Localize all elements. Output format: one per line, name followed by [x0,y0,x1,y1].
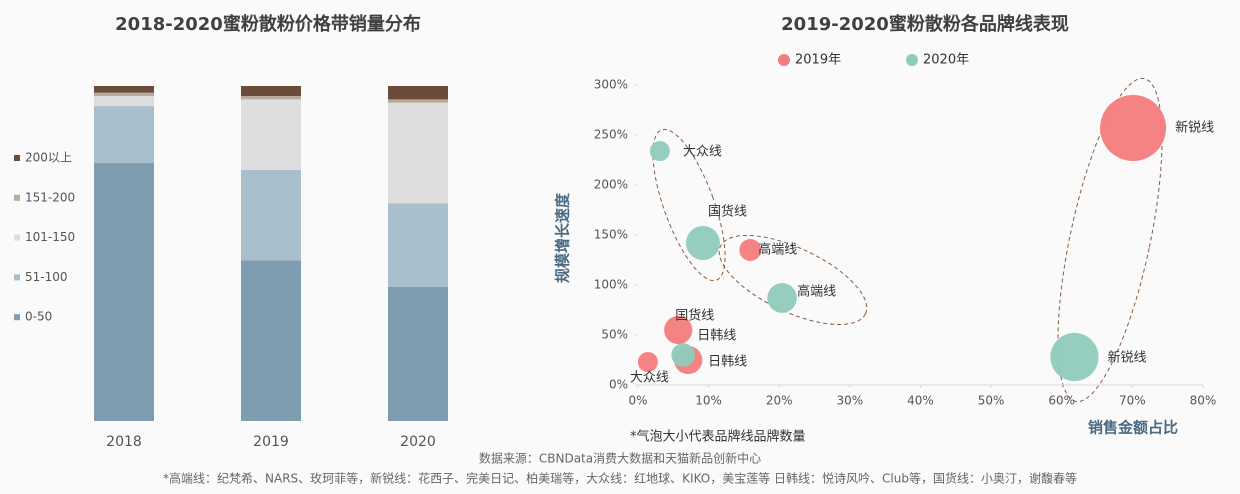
bar-segment [388,287,448,421]
outline [652,128,726,282]
bubble [685,225,720,261]
legend-swatch [14,155,20,161]
bar-segment [94,96,154,107]
bubble [739,239,762,261]
x-tick-label: 2019 [253,434,289,450]
chart-title: 2019-2020蜜粉散粉各品牌线表现 [781,13,1069,35]
point-label: 高端线 [758,242,797,258]
bar-segment [241,260,301,421]
chart-title: 2018-2020蜜粉散粉价格带销量分布 [115,13,421,35]
bar-segment [241,96,301,100]
note: *气泡大小代表品牌线品牌数量 [630,429,806,445]
x-tick-label: 10% [695,394,722,408]
legend-label: 2020年 [923,53,969,68]
x-tick-label: 40% [907,394,934,408]
point-label: 国货线 [708,204,747,220]
bar-segment [241,169,301,261]
bar-segment [241,86,301,97]
bar-segment [388,86,448,100]
outline [1057,77,1163,403]
point-label: 高端线 [797,284,836,300]
footnote: *高端线：纪梵希、NARS、玫珂菲等，新锐线：花西子、完美日记、柏美瑞等，大众线… [163,471,1077,486]
y-tick-label: 250% [594,128,628,142]
bar-segment [388,99,448,103]
y-tick-label: 0% [609,378,628,392]
x-tick-label: 20% [766,394,793,408]
x-tick-label: 80% [1190,394,1217,408]
y-tick-label: 150% [594,228,628,242]
y-axis-label: 规模增长速度 [554,192,572,283]
x-tick-label: 30% [837,394,864,408]
legend-swatch [14,274,20,281]
legend-swatch [14,194,20,201]
point-label: 国货线 [675,308,714,324]
x-axis-label: 销售金额占比 [1088,419,1178,437]
legend-label: 2019年 [795,53,841,68]
legend-swatch [14,314,20,321]
bar-segment [388,203,448,287]
bubble [1100,95,1167,161]
bubble [767,283,797,313]
point-label: 新锐线 [1107,350,1146,366]
bubble [671,343,696,367]
bar-segment [388,102,448,204]
bar-segment [241,99,301,170]
bar-segment [94,86,154,93]
point-label: 日韩线 [697,329,736,344]
bubble [1050,332,1099,382]
point-label: 日韩线 [708,355,747,370]
point-label: 大众线 [683,145,722,160]
y-tick-label: 200% [594,178,628,192]
point-label: 大众线 [630,371,669,386]
bar-segment [94,163,154,422]
y-tick-label: 300% [594,78,628,92]
legend-label: 0-50 [25,310,52,324]
x-tick-label: 2018 [106,434,142,450]
legend-label: 200以上 [25,151,72,165]
y-tick-label: 100% [594,278,628,292]
outline [718,234,868,326]
x-tick-label: 70% [1119,394,1146,408]
bubble [637,352,658,372]
legend-swatch [14,234,20,241]
legend-marker [778,54,790,66]
bubble [664,315,693,345]
legend-label: 101-150 [25,230,75,244]
point-label: 新锐线 [1175,120,1214,136]
source: 数据来源：CBNData消费大数据和天猫新品创新中心 [479,451,761,466]
x-tick-label: 60% [1048,394,1075,408]
legend-marker [906,54,918,66]
x-tick-label: 2020 [400,434,436,450]
x-tick-label: 0% [628,394,647,408]
bar-segment [94,92,154,97]
x-tick-label: 50% [978,394,1005,408]
legend-label: 151-200 [25,190,75,204]
legend-label: 51-100 [25,270,68,284]
y-tick-label: 50% [601,328,628,342]
bubble [649,141,670,161]
bar-segment [94,106,154,164]
